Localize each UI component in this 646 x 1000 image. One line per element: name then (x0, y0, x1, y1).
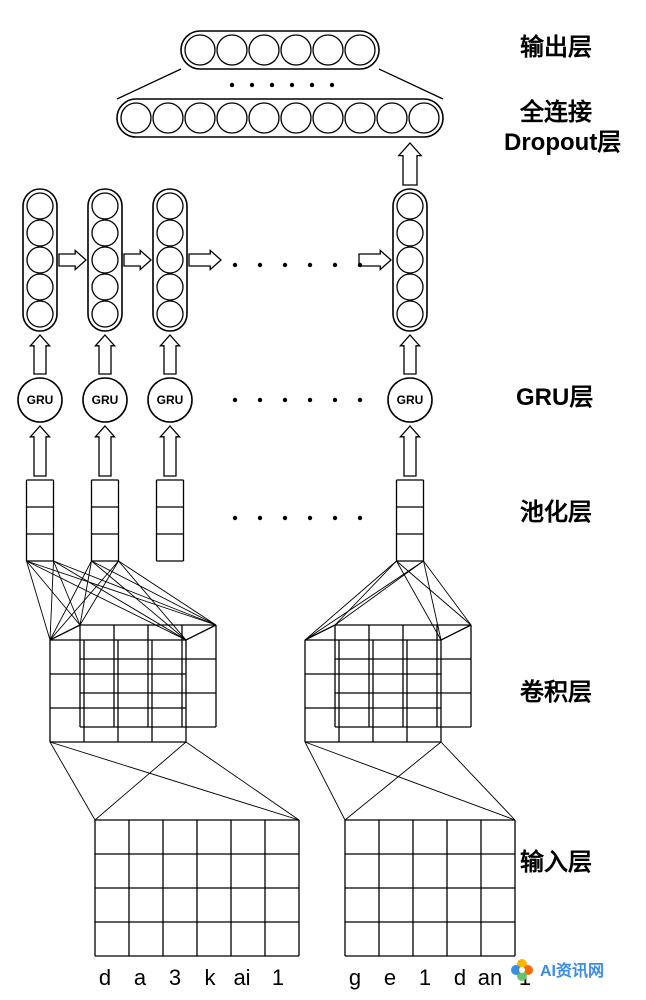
arrow-up (400, 335, 419, 374)
ellipsis-dot (283, 398, 287, 402)
input-grid (95, 820, 299, 956)
arrow-up (400, 426, 419, 476)
input-char: 1 (419, 965, 431, 990)
pool-column (397, 480, 424, 561)
arrow-right (124, 250, 151, 269)
layer-label-conv: 卷积层 (520, 678, 592, 706)
layer-label-input: 输入层 (520, 848, 592, 876)
input-char: an (478, 965, 502, 990)
arrow-up (95, 426, 114, 476)
ellipsis-dot (358, 263, 362, 267)
ellipsis-dot (258, 398, 262, 402)
gru-output-vec (23, 189, 57, 331)
ellipsis-dot (258, 516, 262, 520)
ellipsis-dot (283, 263, 287, 267)
input-char: e (384, 965, 396, 990)
input-char: a (134, 965, 147, 990)
watermark-text: AI资讯网 (540, 961, 604, 980)
gru-output-vec (393, 189, 427, 331)
pool-column (157, 480, 184, 561)
arrow-up (399, 143, 421, 185)
layer-label-pool: 池化层 (520, 498, 592, 526)
gru-output-vec (88, 189, 122, 331)
layer-label-gru: GRU层 (516, 384, 593, 411)
ellipsis-dot (283, 516, 287, 520)
ellipsis-dot (230, 83, 234, 87)
ellipsis-dot (358, 516, 362, 520)
input-char: k (205, 965, 217, 990)
layer-label-output: 输出层 (520, 33, 592, 61)
ellipsis-dot (233, 398, 237, 402)
arrow-right (189, 250, 221, 269)
ellipsis-dot (250, 83, 254, 87)
gru-node-label: GRU (157, 393, 184, 407)
fc-dropout-layer (117, 99, 443, 137)
layer-label-dropout_1: 全连接 (519, 98, 592, 126)
arrow-up (160, 335, 179, 374)
ellipsis-dot (308, 398, 312, 402)
ellipsis-dot (308, 263, 312, 267)
ellipsis-dot (310, 83, 314, 87)
input-char: 1 (272, 965, 284, 990)
pool-column (27, 480, 54, 561)
arrow-up (30, 335, 49, 374)
ellipsis-dot (270, 83, 274, 87)
ellipsis-dot (290, 83, 294, 87)
pool-column (92, 480, 119, 561)
arrow-right (359, 250, 391, 269)
ellipsis-dot (258, 263, 262, 267)
ellipsis-dot (233, 263, 237, 267)
ellipsis-dot (233, 516, 237, 520)
input-char: d (454, 965, 466, 990)
ellipsis-dot (330, 83, 334, 87)
input-grid (345, 820, 515, 956)
ellipsis-dot (333, 263, 337, 267)
ellipsis-dot (333, 398, 337, 402)
arrow-up (95, 335, 114, 374)
arrow-right (59, 250, 86, 269)
gru-node-label: GRU (27, 393, 54, 407)
input-char: ai (233, 965, 250, 990)
gru-node-label: GRU (92, 393, 119, 407)
output-layer (181, 31, 379, 69)
layer-label-dropout_2: Dropout层 (504, 129, 621, 156)
input-char: d (99, 965, 111, 990)
ellipsis-dot (358, 398, 362, 402)
arrow-up (160, 426, 179, 476)
input-char: g (349, 965, 361, 990)
gru-node-label: GRU (397, 393, 424, 407)
gru-output-vec (153, 189, 187, 331)
ellipsis-dot (308, 516, 312, 520)
nn-architecture-diagram: GRU GRU GRU GRU 输出层全连接 Dropout层 GRU层池化层卷积层输入层 d… (0, 0, 646, 1000)
arrow-up (30, 426, 49, 476)
ellipsis-dot (333, 516, 337, 520)
input-char: 3 (169, 965, 181, 990)
